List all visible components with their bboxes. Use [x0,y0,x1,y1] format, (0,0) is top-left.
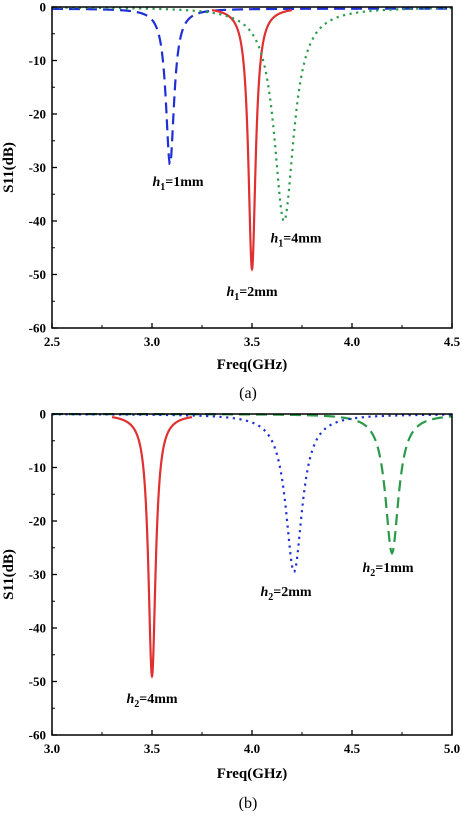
series-line-h1-1mm [52,7,452,165]
series-line-h1-4mm [52,6,452,223]
x-tick-label: 5.0 [444,741,460,756]
x-axis-title: Freq(GHz) [217,766,288,782]
series-label-h2-1mm: h2=1mm [362,561,413,579]
x-tick-label: 4.5 [444,334,461,349]
x-tick-label: 4.5 [344,741,361,756]
x-tick-label: 3.5 [144,741,161,756]
chart-panel-a: h1=1mm h1=2mm h1=4mm 2.5 3.0 3.5 4.0 4.5 0 -10 -20… [1,0,461,402]
y-tick-label: -10 [29,53,46,68]
x-tick-label: 3.0 [44,741,60,756]
series-line-h2-4mm [111,416,193,679]
chart-panel-b: h2=1mm h2=2mm h2=4mm 3.0 3.5 4.0 4.5 5.0 0 -10 -20… [1,407,460,813]
panel-caption: (a) [239,385,257,402]
y-tick-label: -30 [29,567,46,582]
y-axis-title: S11(dB) [1,549,17,600]
x-tick-label: 4.0 [344,334,360,349]
x-tick-label: 3.0 [144,334,160,349]
panel-caption: (b) [239,795,258,812]
series-label-h1-1mm: h1=1mm [152,175,203,193]
y-tick-label: -20 [29,107,46,122]
series-label-h2-4mm: h2=4mm [126,692,177,710]
x-axis-title: Freq(GHz) [217,357,288,373]
y-tick-label: -40 [29,621,46,636]
series-label-h1-4mm: h1=4mm [270,231,321,249]
y-tick-label: 0 [40,407,47,422]
x-tick-label: 2.5 [44,334,61,349]
series-line-h1-2mm [211,9,293,272]
series-line-h2-1mm [52,413,452,556]
series-line-h2-2mm [52,413,452,573]
y-tick-label: -50 [29,267,46,282]
y-tick-label: -30 [29,160,46,175]
y-tick-label: -20 [29,514,46,529]
x-tick-label: 3.5 [244,334,261,349]
plot-frame [51,6,453,329]
y-axis-title: S11(dB) [1,142,17,193]
y-tick-label: -60 [29,728,46,743]
x-tick-label: 4.0 [244,741,260,756]
y-tick-label: -50 [29,674,46,689]
y-tick-label: 0 [40,0,47,15]
y-tick-label: -60 [29,321,46,336]
series-label-h2-2mm: h2=2mm [260,585,311,603]
y-tick-label: -40 [29,214,46,229]
y-tick-label: -10 [29,460,46,475]
series-label-h1-2mm: h1=2mm [226,285,277,303]
